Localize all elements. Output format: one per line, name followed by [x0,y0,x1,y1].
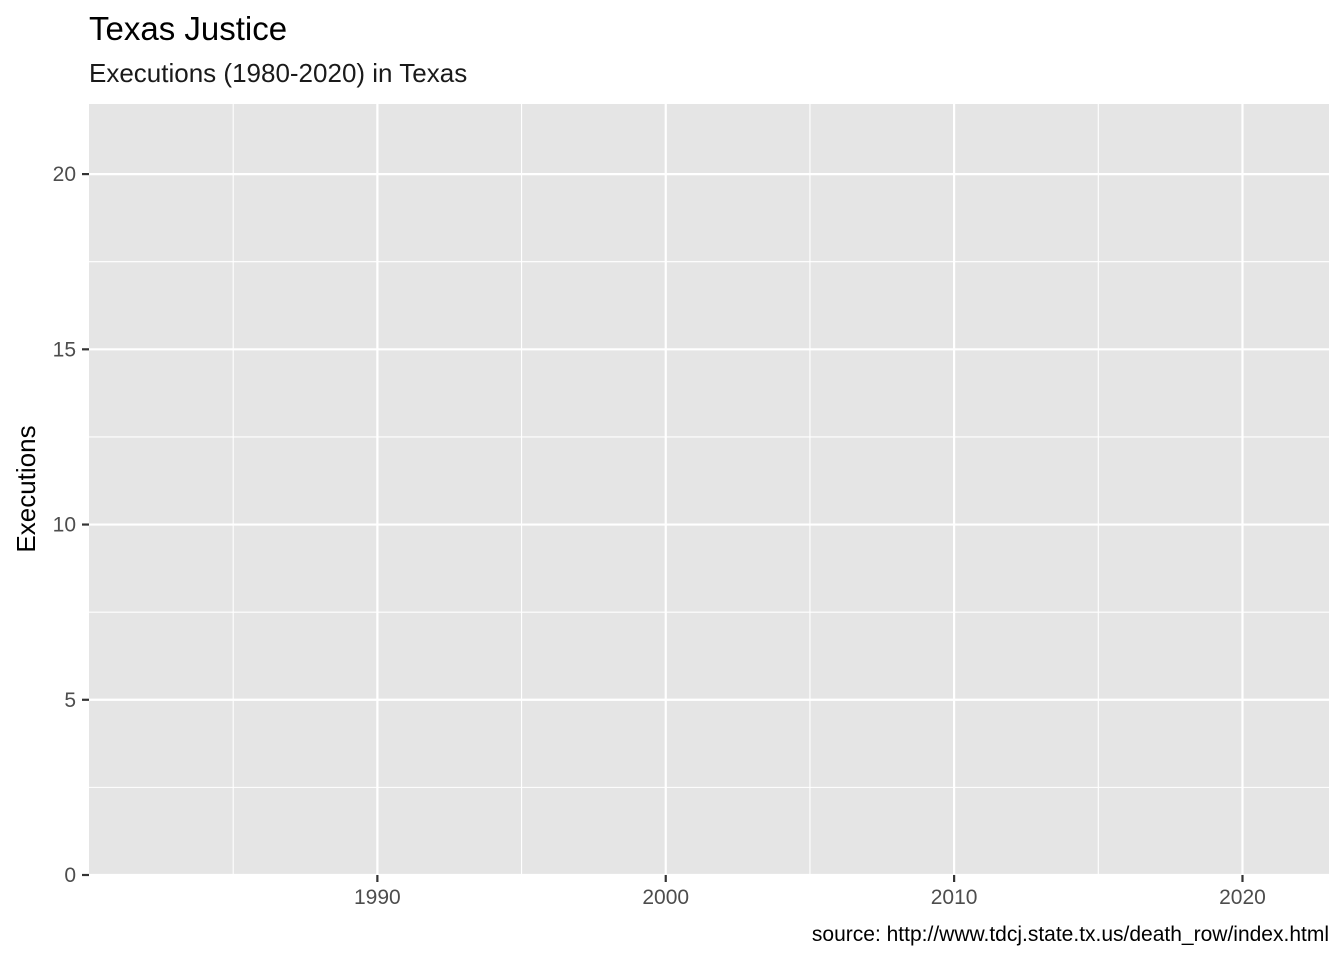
x-axis: 1990 2000 2010 2020 [354,875,1266,909]
chart-subtitle: Executions (1980-2020) in Texas [89,58,467,88]
y-tick-label: 0 [64,864,76,887]
grid-major [89,104,1329,877]
x-tick-label: 2010 [931,886,978,909]
x-tick-label: 2020 [1219,886,1266,909]
chart-caption: source: http://www.tdcj.state.tx.us/deat… [812,923,1329,946]
x-tick-label: 1990 [354,886,401,909]
chart-title: Texas Justice [89,10,287,47]
y-axis-title: Executions [11,425,41,552]
y-tick-label: 20 [53,163,76,186]
y-tick-label: 15 [53,338,76,361]
grid-minor [89,104,1329,875]
x-tick-label: 2000 [642,886,689,909]
y-tick-label: 10 [53,514,76,537]
y-axis: 0 5 10 15 20 [53,163,89,887]
y-tick-label: 5 [64,689,76,712]
plot-panel [89,104,1329,875]
